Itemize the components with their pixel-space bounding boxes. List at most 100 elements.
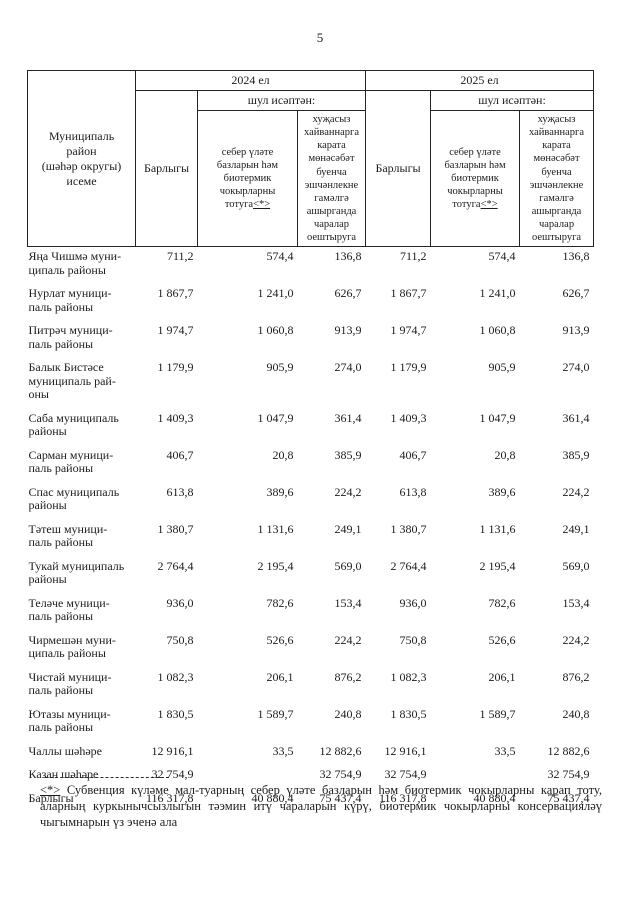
value-cell: 782,6 [488,595,516,610]
value-cell: 1 179,9 [157,360,194,375]
header-year-2024: 2024 ел [134,70,367,91]
value-cell: 1 867,7 [390,286,427,301]
value-cell: 569,0 [334,558,362,573]
footnote-marker-ref: <*> [253,199,271,211]
footnote-marker: <*> [40,783,61,797]
value-cell: 224,2 [334,632,362,647]
table-row: Яңа Чишмә муни- ципаль районы 711,2 574,4 1… [28,247,594,285]
value-cell: 32 754,9 [547,767,590,782]
value-cell: 249,1 [562,521,590,536]
value-cell: 1 830,5 [157,706,194,721]
district-name-cell: Питрәч муници- паль районы [28,323,113,351]
value-cell: 240,8 [334,706,362,721]
footnote: <*> Субвенция күләме мал-туарның себер ү… [40,772,602,830]
value-cell: 32 754,9 [384,767,427,782]
footnote-separator [45,772,169,778]
header-total-2025: Барлыгы [365,89,432,248]
header-sub1-2024: себер үләте базларын һәм биотермик чокыр… [197,109,298,248]
value-cell: 224,2 [562,484,590,499]
value-cell: 2 195,4 [257,558,294,573]
value-cell: 750,8 [166,632,194,647]
header-row-subcolumns: себер үләте базларын һәм биотермик чокыр… [28,109,595,248]
table-row: Теләче муници- паль районы 936,0 782,6 153,… [28,594,594,631]
value-cell: 361,4 [562,410,590,425]
district-name-cell: Тәтеш муници- паль районы [28,521,108,550]
value-cell: 574,4 [488,249,516,264]
value-cell: 20,8 [494,447,516,462]
value-cell: 1 867,7 [157,286,194,301]
value-cell: 136,8 [334,249,362,264]
value-cell: 361,4 [334,410,362,425]
value-cell: 116 317,8 [378,790,427,805]
district-name-cell: Теләче муници- паль районы [28,595,110,624]
value-cell: 1 380,7 [157,521,194,536]
value-cell: 750,8 [399,632,427,647]
value-cell: 153,4 [562,595,590,610]
value-cell: 1 047,9 [257,410,294,425]
value-cell: 206,1 [266,669,294,684]
district-name-cell: Нурлат муници- паль районы [28,286,112,314]
value-cell: 876,2 [562,669,590,684]
table-row: Тукай муниципаль районы 2 764,4 2 195,4 569… [28,557,594,594]
value-cell: 33,5 [272,743,294,758]
value-cell: 574,4 [266,249,294,264]
value-cell: 12 882,6 [547,743,590,758]
header-sub2-2025: хуҗасыз хайваннарга карата мөнәсәбәт буе… [519,109,595,248]
district-name-cell: Чаллы шәһәре [28,743,103,758]
value-cell: 224,2 [334,484,362,499]
district-name-cell: Саба муниципаль районы [28,410,119,439]
table-row: Сарман муници- паль районы 406,7 20,8 385,9… [28,446,594,483]
header-sub2-2024: хуҗасыз хайваннарга карата мөнәсәбәт буе… [296,109,367,248]
table-body: Яңа Чишмә муни- ципаль районы 711,2 574,4 1… [28,247,594,813]
value-cell: 2 195,4 [479,558,516,573]
page-number: 5 [316,30,324,45]
table-row: Чистай муници- паль районы 1 082,3 206,1 87… [28,668,594,705]
value-cell: 1 131,6 [479,521,516,536]
value-cell: 1 047,9 [479,410,516,425]
value-cell: 1 082,3 [157,669,194,684]
district-name-cell: Барлыгы [28,790,74,805]
value-cell: 33,5 [494,743,516,758]
value-cell: 2 764,4 [157,558,194,573]
value-cell: 385,9 [562,447,590,462]
table-row: Ютазы муници- паль районы 1 830,5 1 589,7 2… [28,705,594,742]
table-row: Спас муниципаль районы 613,8 389,6 224,2 613… [28,483,594,520]
district-name-cell: Ютазы муници- паль районы [28,706,111,735]
footnote-text: <*> Субвенция күләме мал-туарның себер ү… [40,782,602,830]
value-cell: 274,0 [562,360,590,375]
value-cell: 12 916,1 [151,743,194,758]
table-row: Барлыгы 116 317,8 40 880,4 75 437,4 116 317,… [28,789,594,813]
value-cell: 1 974,7 [157,323,194,338]
table-row: Балык Бистәсе муниципаль рай- оны 1 179,9… [28,358,594,409]
table-row: Чирмешән муни- ципаль районы 750,8 526,6 22… [28,631,594,668]
district-name-cell: Сарман муници- паль районы [28,447,114,476]
district-name-cell: Балык Бистәсе муниципаль рай- оны [28,360,116,402]
header-including-2024: шул исәптән: [196,90,367,111]
table-row: Нурлат муници- паль районы 1 867,7 1 241,0… [28,284,594,321]
value-cell: 206,1 [488,669,516,684]
value-cell: 1 589,7 [257,706,294,721]
value-cell: 389,6 [488,484,516,499]
district-name-cell: Яңа Чишмә муни- ципаль районы [28,249,122,277]
value-cell: 1 082,3 [390,669,427,684]
value-cell: 613,8 [399,484,427,499]
header-sub1-text: себер үләте базларын һәм биотермик чокыр… [216,146,279,211]
value-cell: 1 974,7 [390,323,427,338]
value-cell: 249,1 [334,521,362,536]
value-cell: 1 589,7 [479,706,516,721]
header-row-years: Муниципаль район (шәһәр округы) исеме 20… [27,69,595,248]
value-cell: 613,8 [166,484,194,499]
district-name-cell: Спас муниципаль районы [28,484,120,513]
value-cell: 40 880,4 [473,790,516,805]
value-cell: 20,8 [272,447,294,462]
value-cell: 1 380,7 [390,521,427,536]
value-cell: 406,7 [166,447,194,462]
value-cell: 936,0 [399,595,427,610]
value-cell: 1 409,3 [390,410,427,425]
value-cell: 2 764,4 [390,558,427,573]
value-cell: 626,7 [334,286,362,301]
header-name-column: Муниципаль район (шәһәр округы) исеме [27,69,136,248]
district-name-cell: Чирмешән муни- ципаль районы [28,632,116,661]
value-cell: 75 437,4 [319,790,362,805]
